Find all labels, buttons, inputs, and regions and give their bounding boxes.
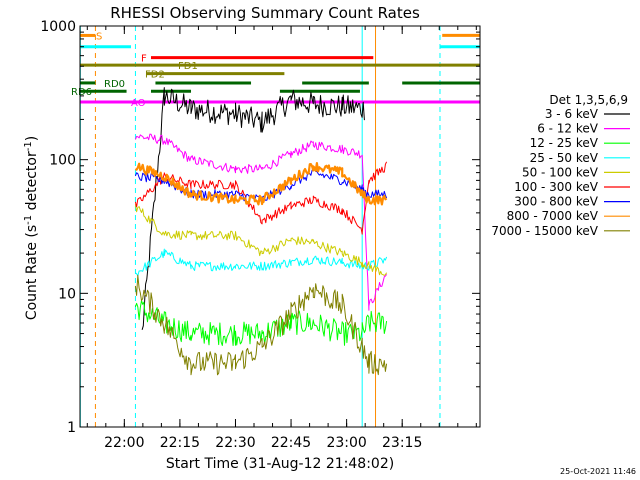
plot-area: S F FD1 FD2 RD0 RD6 AO [71,25,481,428]
legend-label: 100 - 300 keV [514,180,598,194]
y-tick-label: 100 [49,153,76,169]
series-line-1 [134,133,388,311]
legend-label: 3 - 6 keV [545,107,599,121]
flag-label: F [141,54,147,65]
x-axis: 22:00 22:15 22:30 22:45 23:00 23:15 [86,26,477,451]
legend-title: Det 1,3,5,6,9 [549,93,628,107]
flag-label: FD2 [145,70,165,81]
y-axis-label-part: detector [24,151,40,215]
legend-label: 800 - 7000 keV [507,209,599,223]
series-line-5 [134,161,388,235]
y-axis-label-sup: -1 [23,215,34,225]
series-line-0 [141,87,365,330]
y-axis: 1 10 100 1000 [40,19,480,436]
y-axis-label-part: ) [24,136,40,141]
x-tick-label: 22:30 [215,435,255,451]
x-tick-label: 22:45 [271,435,311,451]
flag-label: AO [131,98,146,109]
flag-label: FD1 [178,61,198,72]
series-line-4 [134,204,388,276]
x-axis-label: Start Time (31-Aug-12 21:48:02) [166,456,394,472]
x-tick-label: 22:15 [160,435,200,451]
chart-title: RHESSI Observing Summary Count Rates [110,4,420,22]
y-tick-label: 10 [58,286,76,302]
series-line-7 [134,162,388,206]
legend-label: 12 - 25 keV [530,136,599,150]
series-line-8 [134,274,388,376]
timestamp: 25-Oct-2021 11:46 [560,467,636,476]
plot-frame [79,25,481,428]
flag-label: S [96,31,102,42]
y-axis-label-sup: -1 [23,141,34,151]
x-tick-label: 23:15 [382,435,422,451]
y-tick-label: 1 [67,420,76,436]
series-line-2 [134,300,388,346]
legend-label: 50 - 100 keV [522,165,599,179]
series-line-3 [135,248,388,277]
y-tick-label: 1000 [40,19,76,35]
y-axis-label-part: Count Rate (s [24,225,40,320]
y-axis-label: Count Rate (s-1 detector-1) [23,136,40,320]
x-tick-label: 23:00 [326,435,366,451]
flag-label: RD0 [104,79,125,90]
legend-label: 7000 - 15000 keV [491,224,598,238]
flag-label: RD6 [71,87,92,98]
x-tick-label: 22:00 [104,435,144,451]
legend-label: 6 - 12 keV [537,122,599,136]
legend-label: 300 - 800 keV [514,195,598,209]
legend-label: 25 - 50 keV [530,151,599,165]
